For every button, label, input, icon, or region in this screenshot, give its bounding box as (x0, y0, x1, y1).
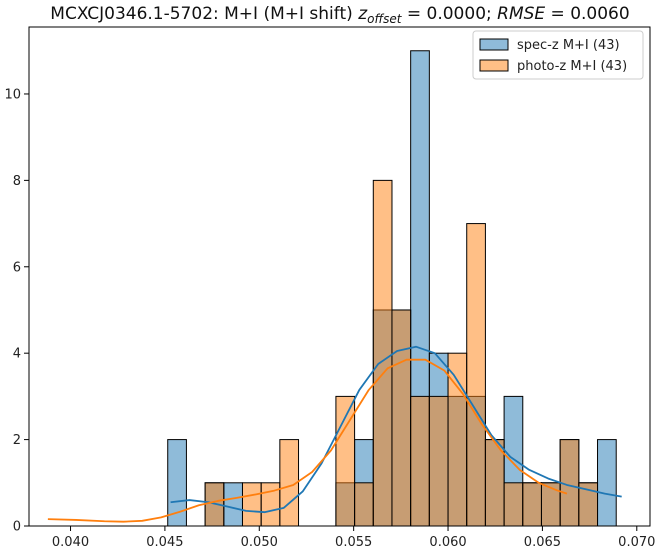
photo-bar-14 (522, 482, 542, 527)
legend-swatch-spec (479, 38, 509, 51)
legend-box (472, 30, 644, 80)
title-z-subscript: offset (367, 12, 403, 26)
legend: spec-z M+I (43) photo-z M+I (43) (472, 30, 644, 80)
photo-bar-8 (410, 395, 430, 527)
photo-bar-11 (466, 223, 486, 527)
chart-title: MCXCJ0346.1-5702: M+I (M+I shift) zoffse… (50, 4, 629, 26)
photo-bar-6 (372, 179, 393, 527)
title-rmse-value: = 0.0060 (545, 4, 630, 24)
photo-bar-5 (354, 482, 374, 527)
photo-bar-15 (540, 482, 561, 527)
photo-bar-9 (428, 395, 449, 527)
y-tick-label-0: 0 (13, 520, 21, 535)
y-tick-label-5: 10 (4, 87, 21, 102)
kde-curves (47, 345, 622, 523)
y-tick-label-2: 4 (13, 347, 21, 362)
photo-bar-7 (391, 309, 412, 527)
x-axis: 0.040 0.045 0.050 0.055 0.060 0.065 0.070 (52, 526, 655, 550)
photo-kde-line (47, 358, 568, 523)
x-tick-label-0: 0.040 (52, 535, 89, 550)
x-tick-label-4: 0.060 (429, 535, 466, 550)
x-tick-label-2: 0.050 (241, 535, 278, 550)
photo-bar-1 (241, 482, 262, 527)
legend-swatch-photo (479, 59, 509, 72)
x-tick-label-6: 0.070 (618, 535, 655, 550)
spec-bar-2 (223, 482, 243, 527)
legend-label-photo: photo-z M+I (43) (517, 59, 627, 74)
spec-bar-17 (597, 439, 617, 527)
plot-frame (28, 26, 651, 527)
x-tick-label-3: 0.055 (335, 535, 372, 550)
x-tick-label-1: 0.045 (146, 535, 183, 550)
y-axis: 0 2 4 6 8 10 (4, 87, 29, 535)
legend-label-spec: spec-z M+I (43) (517, 38, 620, 53)
photo-bar-12 (484, 439, 505, 527)
title-rmse-label: RMSE (497, 4, 545, 24)
title-prefix: MCXCJ0346.1-5702: M+I (M+I shift) (50, 4, 358, 24)
title-z-variable: z (357, 4, 368, 24)
photo-z-bars (204, 179, 599, 527)
y-tick-label-4: 8 (13, 174, 21, 189)
y-tick-label-3: 6 (13, 260, 21, 275)
title-z-value: = 0.0000; (401, 4, 497, 24)
photo-bar-13 (503, 482, 524, 527)
y-tick-label-1: 2 (13, 433, 21, 448)
spec-kde-line (170, 345, 622, 514)
x-tick-label-5: 0.065 (524, 535, 561, 550)
